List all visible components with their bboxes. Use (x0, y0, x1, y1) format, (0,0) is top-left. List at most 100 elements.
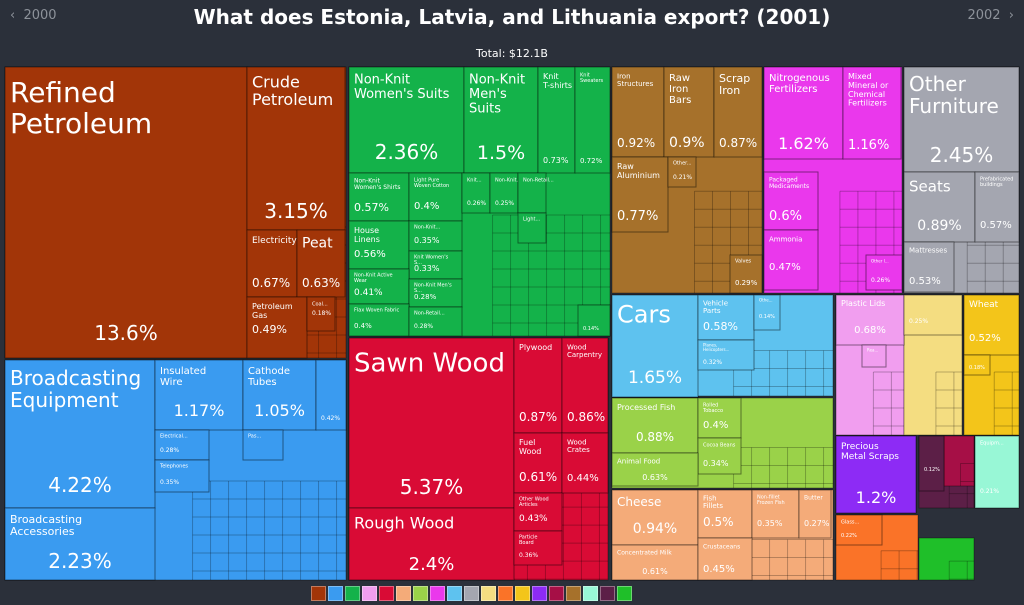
treemap-tile[interactable] (903, 171, 976, 243)
legend-swatch-weapons[interactable] (617, 586, 632, 601)
legend-swatch-plastics[interactable] (362, 586, 377, 601)
legend-swatch-oils[interactable] (583, 586, 598, 601)
treemap-tile[interactable] (408, 306, 463, 337)
treemap-tile[interactable] (974, 171, 1020, 243)
tile-value: 0.43% (519, 514, 548, 524)
treemap-tile[interactable] (697, 537, 753, 581)
treemap-tile[interactable] (974, 435, 1020, 509)
treemap-tile[interactable] (798, 489, 832, 539)
treemap-tile[interactable] (763, 66, 844, 160)
treemap-tile[interactable] (154, 459, 210, 493)
treemap-tile[interactable] (242, 429, 284, 461)
legend-swatch-arts[interactable] (600, 586, 615, 601)
legend-swatch-metals[interactable] (566, 586, 581, 601)
treemap-tile[interactable] (306, 296, 336, 332)
treemap-tile[interactable] (4, 66, 248, 359)
legend-swatch-misc[interactable] (464, 586, 479, 601)
treemap-tile[interactable] (697, 339, 755, 371)
treemap-tile[interactable] (861, 344, 887, 368)
legend-swatch-machinery[interactable] (328, 586, 343, 601)
legend-swatch-transport[interactable] (447, 586, 462, 601)
treemap-tile[interactable] (835, 514, 883, 546)
treemap-tile[interactable] (242, 359, 317, 431)
tile-label: Non-Retail... (523, 178, 554, 184)
legend-swatch-instruments[interactable] (549, 586, 564, 601)
treemap-tile[interactable] (835, 294, 905, 346)
treemap-tile[interactable] (4, 507, 156, 581)
legend-swatch-wood[interactable] (379, 586, 394, 601)
treemap-tile[interactable] (513, 492, 563, 532)
tile-value: 5.37% (400, 475, 464, 499)
legend-swatch-mineral[interactable] (311, 586, 326, 601)
treemap-tile[interactable] (611, 156, 669, 233)
treemap-tile[interactable] (348, 268, 410, 305)
treemap-tile[interactable] (963, 354, 991, 376)
legend-swatch-vegprod[interactable] (515, 586, 530, 601)
treemap-tile[interactable] (918, 435, 945, 492)
treemap-tile[interactable] (611, 452, 699, 487)
tile-value: 0.49% (252, 323, 287, 336)
tile-label: Rolled (703, 403, 718, 409)
treemap-tile[interactable] (513, 530, 563, 566)
treemap-tile[interactable] (865, 254, 903, 291)
treemap-tile[interactable] (611, 489, 699, 546)
treemap-tile[interactable] (842, 66, 902, 160)
page-title: What does Estonia, Latvia, and Lithuania… (193, 5, 831, 29)
treemap-tile[interactable] (667, 156, 697, 188)
treemap-tile[interactable] (408, 278, 463, 308)
legend-swatch-stone[interactable] (481, 586, 496, 601)
treemap-tile[interactable] (513, 432, 563, 494)
treemap-tile[interactable] (517, 212, 547, 244)
legend-swatch-footwear[interactable] (498, 586, 513, 601)
treemap-tile[interactable] (697, 437, 742, 475)
treemap-tile[interactable] (348, 337, 515, 509)
legend-swatch-precious[interactable] (532, 586, 547, 601)
treemap-tile[interactable] (574, 66, 611, 174)
treemap-tile[interactable] (154, 429, 210, 461)
legend-swatch-textiles[interactable] (345, 586, 360, 601)
treemap-tile[interactable] (561, 432, 609, 494)
tile-label: T-shirts (542, 81, 572, 90)
tile-label: Telephones (159, 464, 188, 470)
next-year-button[interactable]: 2002 › (967, 8, 1014, 23)
treemap-tile[interactable] (729, 254, 763, 294)
treemap-tile[interactable] (517, 172, 547, 214)
treemap-tile[interactable] (753, 294, 781, 331)
tile-value: 0.35% (757, 519, 783, 528)
treemap-tile[interactable] (697, 397, 742, 439)
treemap-tile[interactable] (697, 294, 755, 341)
treemap-tile[interactable] (513, 337, 563, 434)
tile-label: Particle (519, 535, 537, 541)
treemap-tile[interactable] (611, 66, 665, 158)
treemap-tile[interactable] (663, 66, 715, 158)
treemap-tile[interactable] (348, 507, 515, 581)
treemap-tile[interactable] (713, 66, 763, 158)
treemap-tile[interactable] (296, 229, 346, 298)
treemap-tile[interactable] (903, 294, 963, 336)
treemap-tile[interactable] (246, 296, 308, 359)
treemap-tile[interactable] (963, 294, 1020, 356)
treemap-tile[interactable] (611, 544, 699, 581)
legend-swatch-animal[interactable] (396, 586, 411, 601)
tile-label: Concentrated Milk (617, 549, 672, 556)
treemap-tile[interactable] (763, 229, 819, 291)
legend-swatch-chemicals[interactable] (430, 586, 445, 601)
treemap-tile[interactable] (751, 489, 800, 539)
tile-label: Mineral or (848, 81, 889, 90)
treemap-tile[interactable] (315, 359, 347, 431)
treemap-tile[interactable] (835, 435, 917, 514)
treemap-tile[interactable] (903, 66, 1020, 173)
treemap-tile[interactable] (348, 220, 410, 270)
prev-year-button[interactable]: ‹ 2000 (10, 8, 57, 23)
treemap-tile[interactable] (408, 172, 463, 222)
tile-label: Equipment (10, 388, 119, 412)
treemap-tile[interactable] (246, 66, 346, 231)
treemap-tile[interactable] (697, 489, 753, 539)
legend-swatch-vegetable[interactable] (413, 586, 428, 601)
treemap-tile[interactable] (461, 172, 491, 214)
treemap-tile[interactable] (463, 66, 539, 174)
treemap-tile[interactable] (903, 241, 955, 293)
treemap-tile[interactable] (154, 359, 244, 431)
treemap-tile[interactable] (577, 304, 611, 337)
treemap-tile[interactable] (611, 294, 699, 398)
